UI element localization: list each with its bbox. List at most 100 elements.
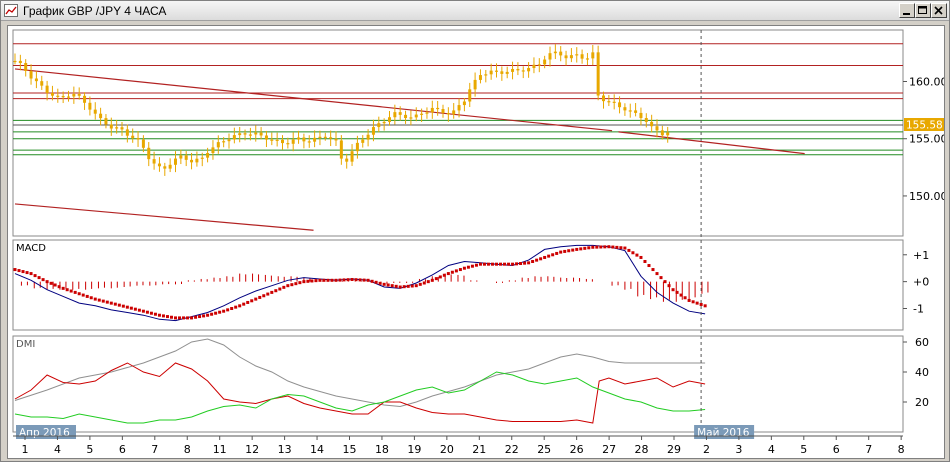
- candle-body: [168, 164, 172, 169]
- macd-signal-dot: [555, 251, 559, 255]
- chart-svg: 160.00 155.00 150.00 155.58 MACD +1 +0 -1 DM…: [12, 29, 948, 456]
- macd-signal-dot: [466, 265, 470, 269]
- macd-signal-dot: [21, 270, 25, 274]
- price-tick-label: 150.00: [909, 190, 944, 203]
- macd-signal-dot: [591, 245, 595, 249]
- macd-signal-dot: [671, 288, 675, 292]
- macd-signal-dot: [499, 262, 503, 266]
- macd-signal-dot: [238, 304, 242, 308]
- candle-body: [329, 137, 333, 139]
- x-tick-label: 7: [865, 443, 872, 456]
- candle-body: [553, 51, 557, 54]
- candle-body: [425, 112, 429, 114]
- candle-body: [179, 155, 183, 159]
- candle-body: [109, 124, 113, 129]
- candle-body: [120, 127, 124, 130]
- macd-signal-dot: [623, 246, 627, 250]
- macd-signal-dot: [454, 269, 458, 273]
- candle-body: [141, 139, 145, 148]
- candle-body: [147, 147, 151, 160]
- x-tick-label: 7: [151, 443, 158, 456]
- macd-signal-dot: [322, 278, 326, 282]
- candle-body: [393, 112, 397, 118]
- macd-signal-dot: [13, 268, 17, 272]
- macd-signal-dot: [298, 281, 302, 285]
- macd-signal-dot: [358, 278, 362, 282]
- candle-body: [484, 74, 488, 76]
- candle-body: [131, 135, 135, 139]
- macd-signal-dot: [153, 312, 157, 316]
- macd-signal-dot: [222, 309, 226, 313]
- candle-body: [532, 64, 536, 69]
- candle-body: [286, 143, 290, 145]
- macd-signal-dot: [655, 272, 659, 276]
- candle-body: [537, 64, 541, 66]
- candle-body: [404, 114, 408, 119]
- candle-body: [430, 107, 434, 113]
- macd-signal-dot: [386, 283, 390, 287]
- maximize-button[interactable]: [915, 3, 931, 18]
- candle-body: [50, 93, 54, 96]
- macd-tick-label: +0: [913, 276, 929, 289]
- macd-signal-dot: [695, 301, 699, 305]
- macd-signal-dot: [402, 285, 406, 289]
- candle-body: [174, 158, 177, 165]
- candle-body: [548, 53, 552, 60]
- x-tick-label: 20: [440, 443, 454, 456]
- candle-body: [88, 102, 92, 110]
- candle-body: [34, 78, 38, 82]
- x-tick-label: 28: [635, 443, 649, 456]
- x-tick-label: 26: [570, 443, 584, 456]
- price-tick-label: 160.00: [909, 76, 944, 89]
- macd-signal-dot: [218, 310, 222, 314]
- candle-body: [612, 101, 616, 103]
- candle-body: [500, 71, 504, 74]
- candle-body: [216, 142, 220, 148]
- macd-signal-dot: [418, 282, 422, 286]
- macd-signal-dot: [145, 310, 149, 314]
- chart-area: 160.00 155.00 150.00 155.58 MACD +1 +0 -1 DM…: [7, 25, 948, 459]
- macd-signal-dot: [366, 278, 370, 282]
- close-button[interactable]: [931, 3, 947, 18]
- macd-signal-dot: [29, 272, 33, 276]
- macd-signal-dot: [113, 302, 117, 306]
- macd-signal-dot: [17, 269, 21, 273]
- macd-signal-dot: [495, 262, 498, 266]
- candle-body: [355, 142, 359, 152]
- candle-body: [339, 140, 343, 159]
- candle-body: [575, 54, 579, 56]
- title-bar[interactable]: График GBP /JPY 4 ЧАСА: [1, 1, 949, 21]
- macd-signal-dot: [523, 261, 527, 265]
- macd-signal-dot: [69, 289, 73, 293]
- candle-body: [511, 68, 515, 72]
- candle-body: [489, 70, 493, 75]
- macd-signal-dot: [73, 290, 77, 294]
- macd-signal-dot: [486, 262, 490, 266]
- macd-signal-dot: [382, 282, 386, 286]
- macd-signal-dot: [579, 247, 583, 251]
- macd-signal-dot: [687, 298, 691, 302]
- macd-signal-dot: [202, 314, 206, 318]
- x-tick-label: 22: [505, 443, 519, 456]
- macd-signal-dot: [310, 279, 314, 283]
- macd-signal-dot: [246, 300, 250, 304]
- candle-body: [45, 85, 49, 94]
- candle-body: [361, 139, 365, 143]
- candle-body: [505, 71, 509, 74]
- macd-signal-dot: [659, 276, 663, 280]
- candle-body: [297, 137, 301, 140]
- x-tick-label: 25: [537, 443, 551, 456]
- macd-signal-dot: [318, 278, 322, 282]
- candle-body: [398, 112, 402, 115]
- macd-signal-dot: [338, 278, 342, 282]
- dmi-series-1: [14, 362, 706, 424]
- dmi-series-2: [14, 371, 706, 424]
- candle-body: [323, 136, 327, 138]
- candle-body: [420, 113, 424, 115]
- minimize-button[interactable]: [899, 3, 915, 18]
- macd-signal-dot: [527, 261, 531, 265]
- macd-signal-dot: [575, 247, 579, 251]
- close-icon: [934, 6, 943, 15]
- trend-line-2: [14, 203, 314, 231]
- candle-body: [40, 81, 44, 86]
